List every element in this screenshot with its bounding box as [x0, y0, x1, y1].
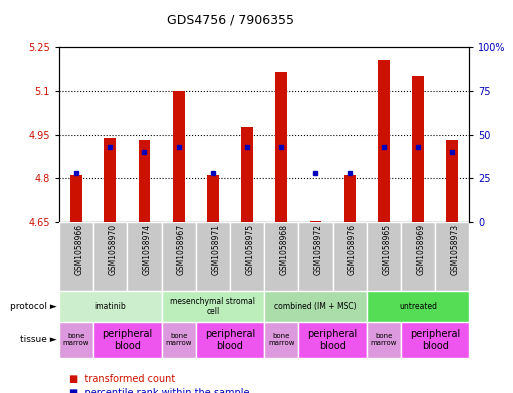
Bar: [367, 291, 469, 322]
Text: GSM1058967: GSM1058967: [177, 224, 186, 275]
Text: combined (IM + MSC): combined (IM + MSC): [274, 302, 357, 311]
Bar: [162, 322, 196, 358]
Text: peripheral
blood: peripheral blood: [102, 329, 152, 351]
Bar: [264, 322, 299, 358]
Bar: [59, 222, 93, 291]
Bar: [162, 222, 196, 291]
Bar: [378, 60, 390, 222]
Text: peripheral
blood: peripheral blood: [307, 329, 358, 351]
Text: ■  transformed count: ■ transformed count: [69, 374, 175, 384]
Bar: [127, 222, 162, 291]
Text: GSM1058968: GSM1058968: [280, 224, 289, 275]
Bar: [275, 72, 287, 222]
Bar: [207, 175, 219, 222]
Text: GSM1058974: GSM1058974: [143, 224, 152, 275]
Bar: [367, 222, 401, 291]
Text: tissue ►: tissue ►: [20, 336, 56, 344]
Text: GSM1058972: GSM1058972: [314, 224, 323, 275]
Text: GSM1058971: GSM1058971: [211, 224, 220, 275]
Text: bone
marrow: bone marrow: [166, 333, 192, 347]
Bar: [401, 322, 469, 358]
Bar: [196, 222, 230, 291]
Text: GSM1058966: GSM1058966: [74, 224, 84, 275]
Bar: [299, 322, 367, 358]
Bar: [93, 222, 127, 291]
Text: bone
marrow: bone marrow: [268, 333, 294, 347]
Text: bone
marrow: bone marrow: [63, 333, 89, 347]
Bar: [446, 140, 458, 222]
Text: peripheral
blood: peripheral blood: [410, 329, 460, 351]
Text: imatinib: imatinib: [94, 302, 126, 311]
Bar: [93, 322, 162, 358]
Bar: [173, 91, 185, 222]
Text: untreated: untreated: [399, 302, 437, 311]
Text: GSM1058976: GSM1058976: [348, 224, 357, 275]
Bar: [139, 140, 150, 222]
Text: ■  percentile rank within the sample: ■ percentile rank within the sample: [69, 388, 250, 393]
Bar: [367, 322, 401, 358]
Bar: [435, 222, 469, 291]
Text: GDS4756 / 7906355: GDS4756 / 7906355: [167, 14, 294, 27]
Bar: [299, 222, 332, 291]
Bar: [70, 175, 82, 222]
Text: GSM1058969: GSM1058969: [417, 224, 425, 275]
Bar: [332, 222, 367, 291]
Text: peripheral
blood: peripheral blood: [205, 329, 255, 351]
Bar: [264, 291, 367, 322]
Bar: [401, 222, 435, 291]
Text: mesenchymal stromal
cell: mesenchymal stromal cell: [170, 297, 255, 316]
Text: protocol ►: protocol ►: [10, 302, 56, 311]
Bar: [162, 291, 264, 322]
Bar: [344, 175, 356, 222]
Text: GSM1058975: GSM1058975: [245, 224, 254, 275]
Text: GSM1058970: GSM1058970: [109, 224, 117, 275]
Bar: [59, 291, 162, 322]
Bar: [196, 322, 264, 358]
Bar: [241, 127, 253, 222]
Bar: [264, 222, 299, 291]
Bar: [104, 138, 116, 222]
Bar: [412, 76, 424, 222]
Bar: [59, 322, 93, 358]
Text: GSM1058965: GSM1058965: [382, 224, 391, 275]
Text: bone
marrow: bone marrow: [371, 333, 397, 347]
Text: GSM1058973: GSM1058973: [450, 224, 460, 275]
Bar: [230, 222, 264, 291]
Bar: [309, 220, 322, 222]
